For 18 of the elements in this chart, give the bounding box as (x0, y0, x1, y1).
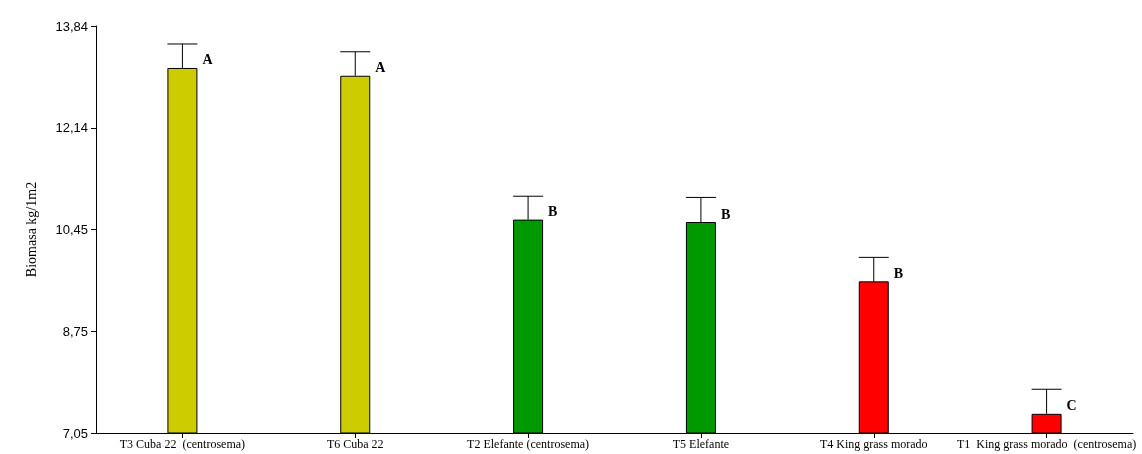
annotation: B (720, 206, 731, 222)
y-axis-title: Biomasa kg/1m2 (23, 181, 39, 278)
x-tick-label: T4 King grass morado (819, 437, 928, 451)
y-tick-label: 7,05 (62, 425, 88, 441)
x-tick-label: T5 Elefante (672, 437, 730, 451)
annotation: C (1066, 398, 1077, 414)
annotation: A (202, 52, 214, 68)
x-tick-label: T3 Cuba 22 (centrosema) (119, 437, 246, 451)
x-tick-label: T1 King grass morado (centrosema) (956, 437, 1137, 451)
annotation: B (548, 204, 558, 220)
y-tick-label: 12,14 (55, 120, 88, 136)
annotation: B (893, 265, 904, 281)
x-tick-label: T6 Cuba 22 (326, 437, 384, 451)
y-tick-label: 13,84 (55, 18, 88, 34)
y-tick-label: 8,75 (62, 323, 88, 339)
x-tick-label: T2 Elefante (centrosema) (467, 437, 590, 451)
annotation: A (375, 60, 387, 76)
y-tick-label: 10,45 (55, 221, 88, 237)
